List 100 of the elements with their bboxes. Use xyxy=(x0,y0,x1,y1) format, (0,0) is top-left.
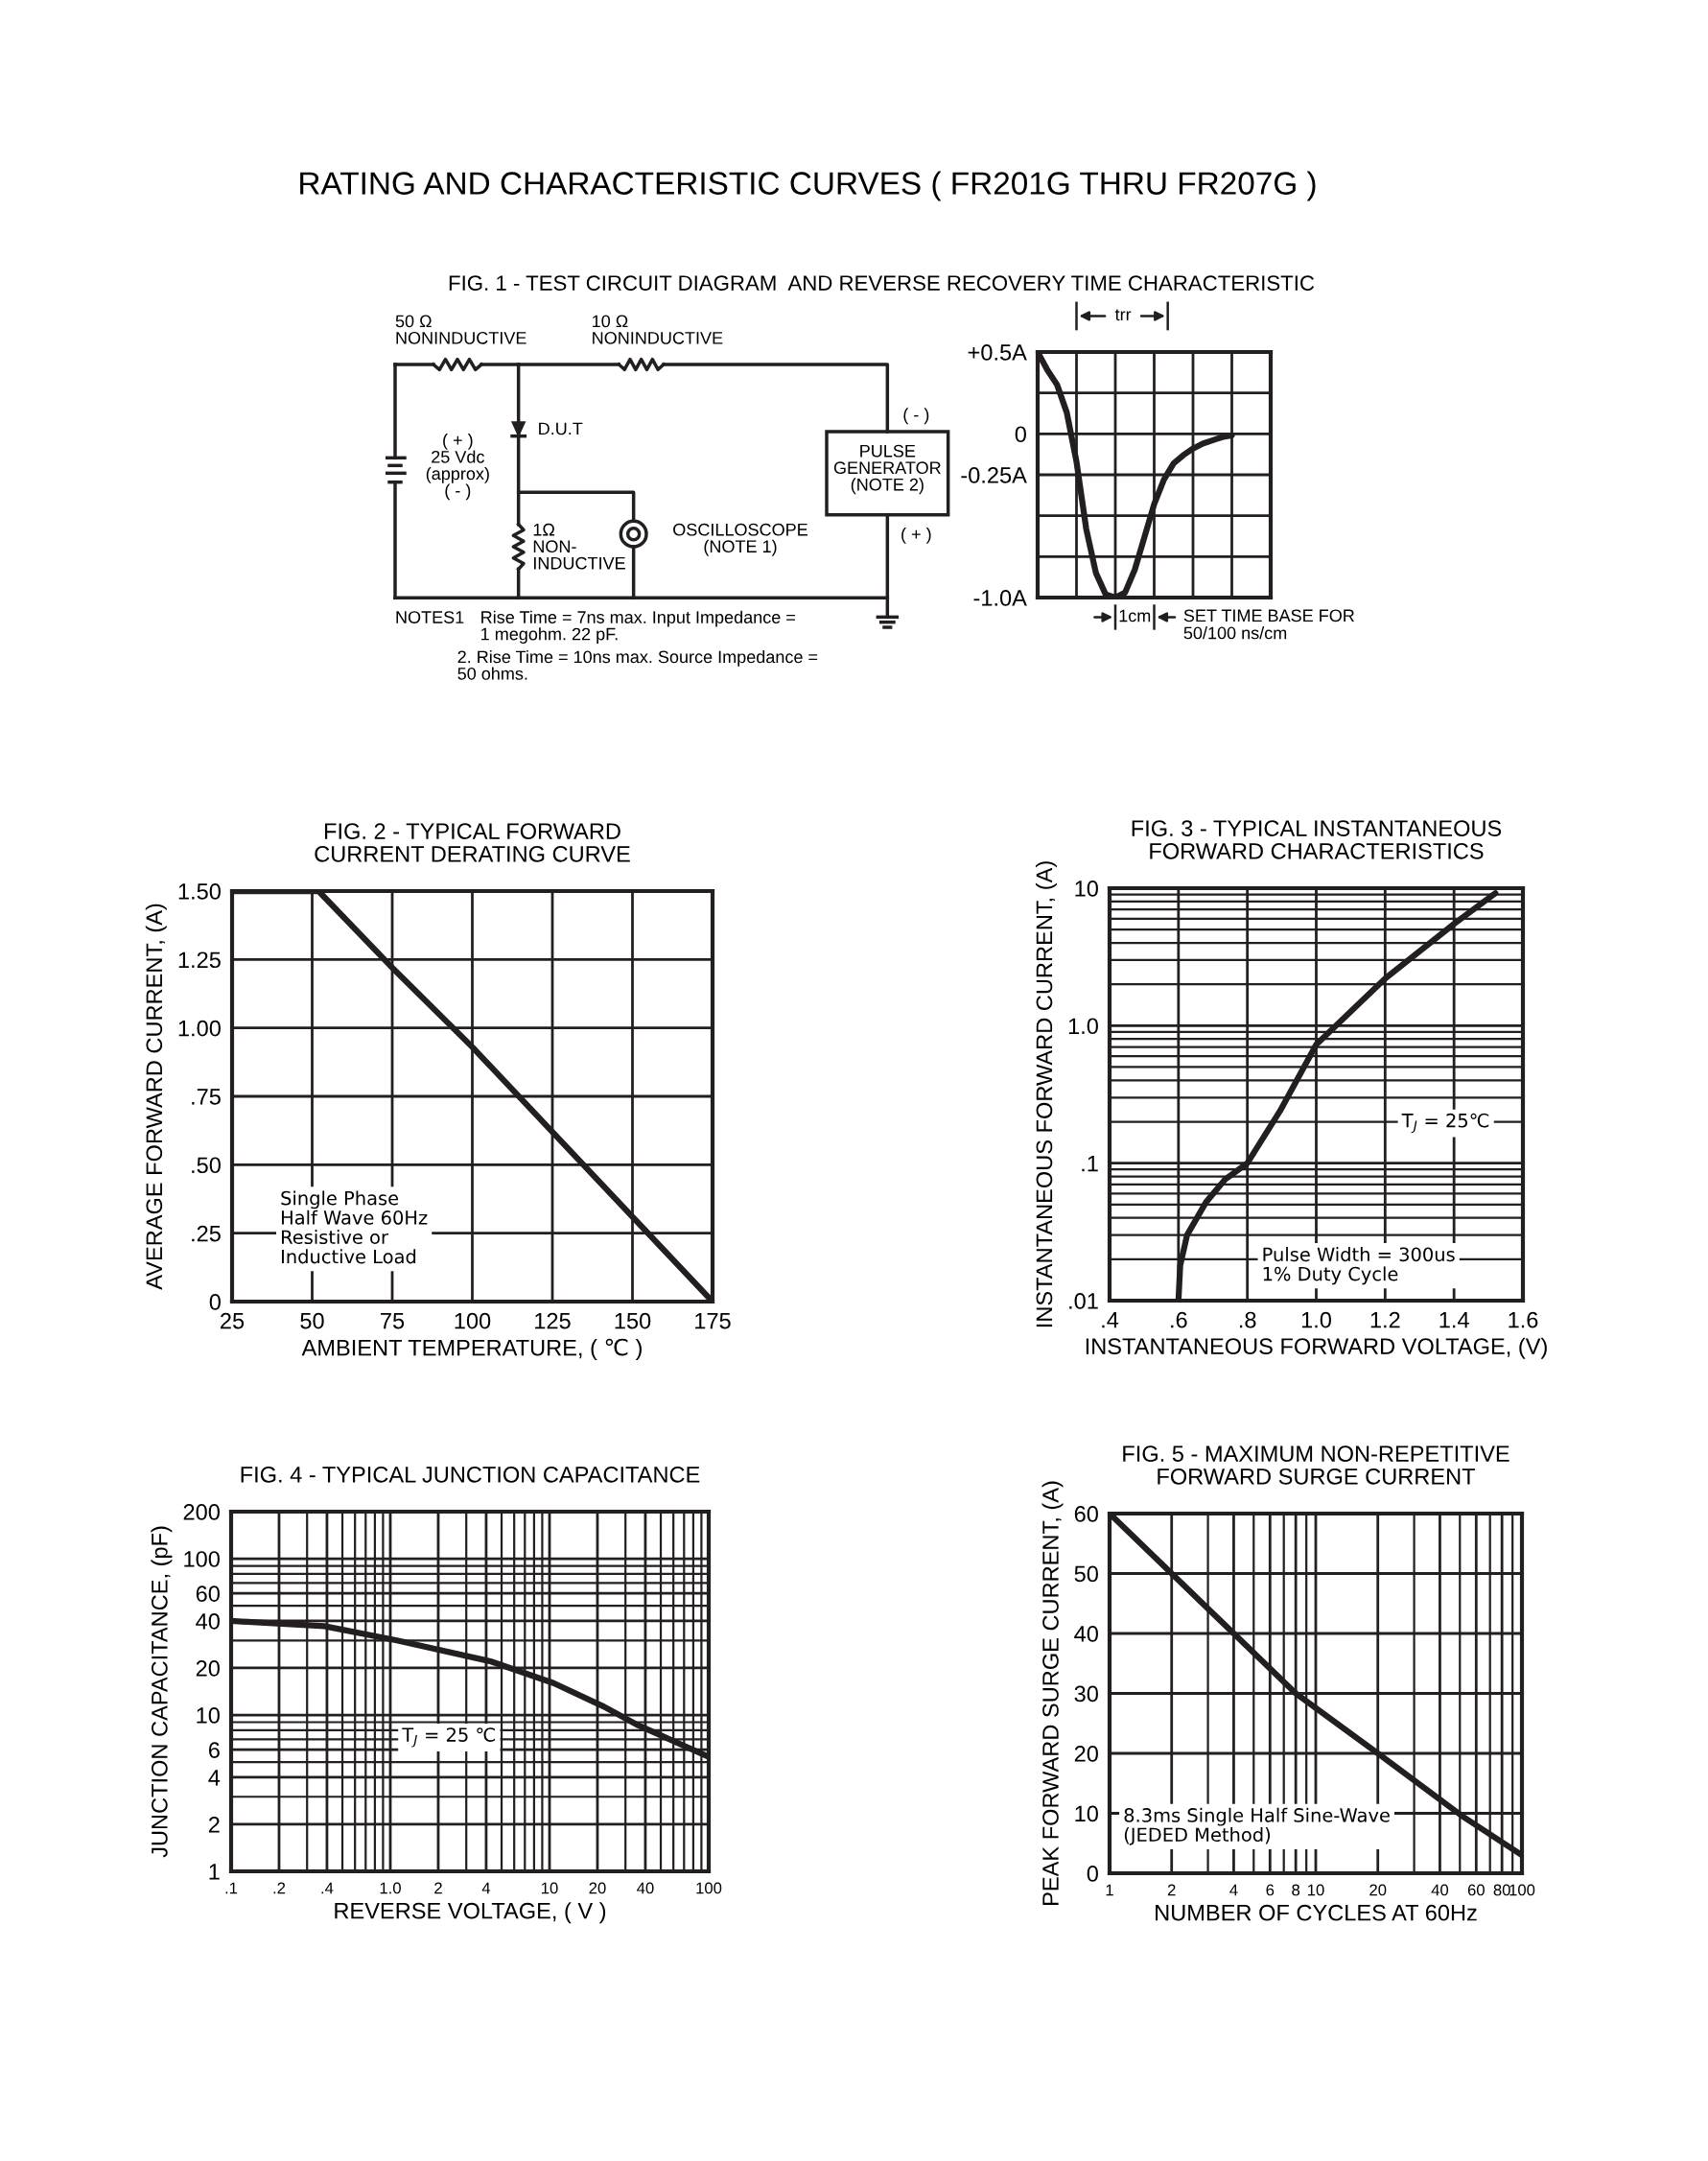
x-tick-label: 20 xyxy=(1369,1884,1387,1896)
annotation: T$_{J}$ = 25 ℃ xyxy=(402,1727,495,1748)
x-tick-label: .4 xyxy=(1102,1311,1119,1328)
y-axis-title: INSTANTANEOUS FORWARD CURRENT, (A) xyxy=(1035,861,1057,1327)
x-tick-label: 50 xyxy=(300,1312,324,1329)
y-tick-label: 0 xyxy=(1015,426,1026,443)
x-tick-label: 1.0 xyxy=(380,1882,401,1894)
y-tick-label: 1.0 xyxy=(1068,1018,1098,1035)
text: ( - ) xyxy=(903,408,929,425)
y-tick-label: 1.50 xyxy=(178,883,221,900)
text: RATING AND CHARACTERISTIC CURVES ( FR201G THRU FR207G ) xyxy=(300,171,1316,201)
chart-title: FIG. 2 - TYPICAL FORWARD CURRENT DERATING CURVE xyxy=(315,823,630,862)
y-tick-label: 40 xyxy=(1074,1626,1098,1642)
x-tick-label: 10 xyxy=(542,1882,558,1894)
x-tick-label: 4 xyxy=(481,1882,491,1894)
x-tick-label: 4 xyxy=(1229,1884,1238,1896)
text: 2. Rise Time = 10ns max. Source Impedance = 50 ohms. xyxy=(457,650,818,680)
text: SET TIME BASE FOR 50/100 ns/cm xyxy=(1183,609,1354,640)
x-tick-label: 60 xyxy=(1467,1884,1485,1896)
y-tick-label: .1 xyxy=(1082,1155,1098,1172)
y-tick-label: 20 xyxy=(196,1660,220,1677)
y-tick-label: 1.00 xyxy=(178,1020,221,1037)
x-tick-label: 25 xyxy=(221,1312,245,1329)
text: 50 Ω NONINDUCTIVE xyxy=(395,315,526,344)
x-tick-label: 150 xyxy=(615,1312,651,1329)
x-tick-label: 1 xyxy=(1106,1884,1113,1896)
x-tick-label: 6 xyxy=(1266,1884,1275,1896)
y-tick-label: .50 xyxy=(192,1157,221,1174)
x-tick-label: 100 xyxy=(696,1882,722,1894)
y-tick-label: 10 xyxy=(1075,1805,1098,1822)
text: Rise Time = 7ns max. Input Impedance = 1 megohm. 22 pF. xyxy=(481,610,795,644)
x-tick-label: 40 xyxy=(637,1882,654,1894)
x-tick-label: 40 xyxy=(1431,1884,1449,1896)
x-axis-title: REVERSE VOLTAGE, ( V ) xyxy=(335,1902,606,1924)
annotation: Single Phase Half Wave 60Hz Resistive or Inductive Load xyxy=(281,1190,428,1264)
x-tick-label: 100 xyxy=(455,1312,491,1329)
y-tick-label: 60 xyxy=(1074,1506,1098,1522)
x-axis-title: NUMBER OF CYCLES AT 60Hz xyxy=(1156,1904,1477,1921)
x-axis-title: AMBIENT TEMPERATURE, ( ℃ ) xyxy=(301,1338,642,1361)
y-tick-label: 60 xyxy=(196,1586,220,1602)
x-tick-label: .2 xyxy=(273,1882,286,1894)
x-tick-label: 20 xyxy=(589,1882,606,1894)
y-tick-label: -0.25A xyxy=(961,467,1027,483)
x-tick-label: 2 xyxy=(434,1882,442,1894)
y-tick-label: 10 xyxy=(1075,881,1098,897)
text: OSCILLOSCOPE (NOTE 1) xyxy=(673,523,807,556)
text: FIG. 1 - TEST CIRCUIT DIAGRAM AND REVERSE RECOVERY TIME CHARACTERISTIC xyxy=(449,275,1315,291)
y-tick-label: 0 xyxy=(1087,1866,1098,1882)
chart-title: FIG. 5 - MAXIMUM NON-REPETITIVE FORWARD SURGE CURRENT xyxy=(1123,1445,1509,1485)
y-tick-label: +0.5A xyxy=(968,344,1027,361)
x-tick-label: 125 xyxy=(535,1312,571,1329)
x-axis-title: INSTANTANEOUS FORWARD VOLTAGE, (V) xyxy=(1086,1337,1547,1359)
x-tick-label: 10 xyxy=(1308,1884,1324,1896)
y-tick-label: .75 xyxy=(192,1089,221,1105)
y-tick-label: 100 xyxy=(184,1551,220,1567)
text: D.U.T xyxy=(539,422,583,435)
x-tick-label: 75 xyxy=(381,1312,405,1329)
y-tick-label: 6 xyxy=(208,1742,220,1758)
x-tick-label: .1 xyxy=(225,1882,238,1894)
text: 1cm xyxy=(1119,609,1151,622)
text: 10 Ω NONINDUCTIVE xyxy=(593,315,723,344)
x-tick-label: 1.6 xyxy=(1509,1311,1538,1328)
text: ( + ) xyxy=(901,528,931,544)
annotation: T$_{J}$ = 25℃ xyxy=(1401,1113,1489,1134)
y-tick-label: 1.25 xyxy=(178,951,221,969)
y-tick-label: 200 xyxy=(183,1504,220,1520)
x-tick-label: 2 xyxy=(1167,1884,1176,1896)
y-tick-label: 40 xyxy=(196,1612,220,1630)
y-axis-title: AVERAGE FORWARD CURRENT, (A) xyxy=(145,904,167,1290)
chart-title: FIG. 3 - TYPICAL INSTANTANEOUS FORWARD CHARACTERISTICS xyxy=(1132,820,1502,859)
x-tick-label: 175 xyxy=(695,1312,731,1329)
y-tick-label: 2 xyxy=(208,1817,220,1833)
x-tick-label: 1.4 xyxy=(1439,1311,1469,1328)
text: PULSE GENERATOR (NOTE 2) xyxy=(833,444,941,495)
y-tick-label: 0 xyxy=(209,1294,221,1310)
x-tick-label: 1.2 xyxy=(1370,1311,1400,1328)
y-tick-label: 20 xyxy=(1074,1746,1098,1762)
text: ( + ) 25 Vdc (approx) ( - ) xyxy=(426,434,489,501)
x-tick-label: .8 xyxy=(1239,1311,1256,1328)
y-axis-title: JUNCTION CAPACITANCE, (pF) xyxy=(151,1526,173,1858)
x-tick-label: 100 xyxy=(1509,1884,1535,1896)
x-tick-label: 8 xyxy=(1292,1884,1300,1896)
y-tick-label: -1.0A xyxy=(973,590,1027,606)
text: NOTES1 xyxy=(396,611,464,623)
y-tick-label: .01 xyxy=(1069,1293,1098,1309)
annotation: Pulse Width = 300us 1% Duty Cycle xyxy=(1263,1247,1455,1285)
y-tick-label: 30 xyxy=(1074,1685,1098,1703)
x-tick-label: 1.0 xyxy=(1301,1311,1331,1328)
x-tick-label: .6 xyxy=(1171,1311,1187,1328)
y-axis-title: PEAK FORWARD SURGE CURRENT, (A) xyxy=(1041,1481,1064,1905)
text: trr xyxy=(1114,309,1132,321)
y-tick-label: 10 xyxy=(197,1707,220,1724)
text: 1Ω NON- INDUCTIVE xyxy=(533,523,625,570)
chart-title: FIG. 4 - TYPICAL JUNCTION CAPACITANCE xyxy=(241,1466,700,1483)
y-tick-label: 50 xyxy=(1074,1565,1098,1583)
y-tick-label: 4 xyxy=(208,1770,221,1786)
y-tick-label: .25 xyxy=(192,1225,221,1242)
annotation: 8.3ms Single Half Sine-Wave (JEDED Method) xyxy=(1124,1807,1390,1845)
x-tick-label: .4 xyxy=(321,1882,334,1894)
x-tick-label: 80 xyxy=(1493,1884,1510,1896)
